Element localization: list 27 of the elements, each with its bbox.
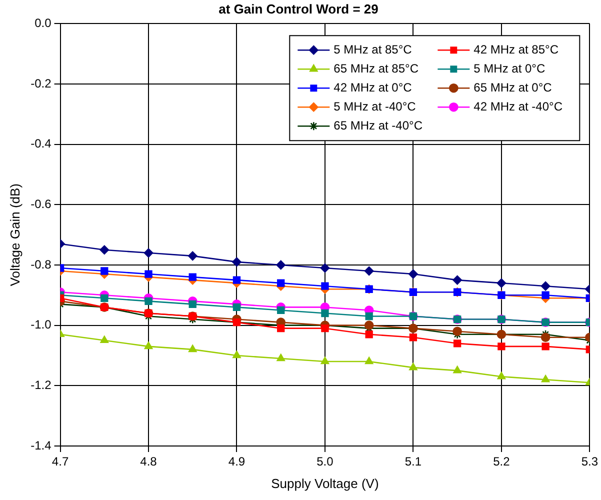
legend-label: 65 MHz at 0°C bbox=[474, 80, 552, 94]
legend-label: 65 MHz at -40°C bbox=[334, 118, 423, 132]
x-axis-title: Supply Voltage (V) bbox=[271, 476, 379, 491]
x-tick-label: 5.2 bbox=[493, 454, 510, 469]
y-tick-label: -1.2 bbox=[30, 378, 52, 392]
y-tick-label: -0.8 bbox=[30, 257, 52, 272]
x-tick-label: 4.8 bbox=[140, 454, 158, 469]
x-tick-label: 5.0 bbox=[316, 454, 334, 469]
legend-label: 42 MHz at -40°C bbox=[474, 99, 563, 114]
y-tick-label: -1.0 bbox=[30, 318, 52, 332]
legend-label: 42 MHz at 85°C bbox=[474, 42, 559, 56]
y-tick-label: -0.2 bbox=[30, 76, 52, 90]
legend-label: 65 MHz at 85°C bbox=[334, 61, 419, 76]
y-tick-label: -0.6 bbox=[30, 196, 52, 211]
chart-title: at Gain Control Word = 29 bbox=[218, 1, 378, 16]
x-tick-label: 5.3 bbox=[581, 454, 598, 469]
legend-label: 5 MHz at 85°C bbox=[334, 42, 412, 56]
x-tick-label: 4.7 bbox=[52, 454, 69, 469]
legend-label: 42 MHz at 0°C bbox=[334, 80, 412, 94]
legend-label: 5 MHz at 0°C bbox=[474, 61, 546, 76]
x-tick-label: 5.1 bbox=[404, 454, 422, 469]
y-tick-label: -0.4 bbox=[30, 136, 52, 151]
y-tick-label: 0.0 bbox=[34, 16, 52, 30]
y-axis-title: Voltage Gain (dB) bbox=[7, 183, 22, 286]
x-tick-label: 4.9 bbox=[228, 454, 246, 469]
legend-label: 5 MHz at -40°C bbox=[334, 99, 416, 114]
y-tick-label: -1.4 bbox=[30, 438, 52, 452]
